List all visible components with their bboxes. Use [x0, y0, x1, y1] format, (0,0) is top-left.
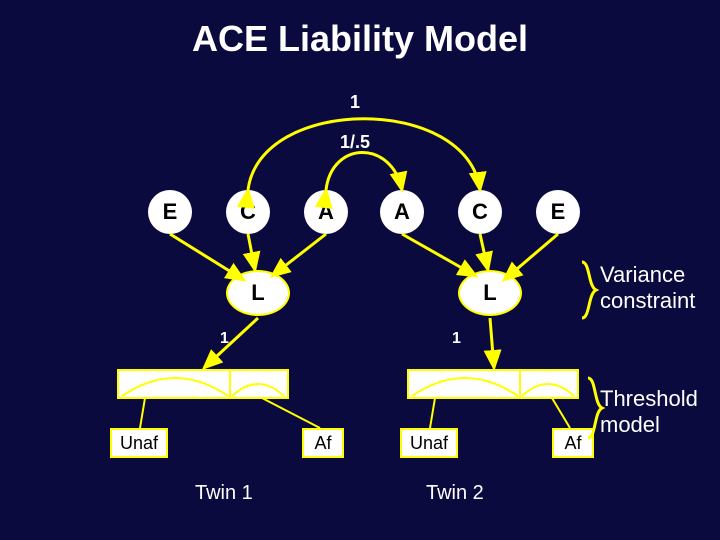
arc-label-outer: 1 [350, 92, 360, 113]
latent-C1: C [226, 190, 270, 234]
obs-unaf2: Unaf [400, 428, 458, 458]
liability-L1: L [226, 270, 290, 316]
threshold-box-right [408, 370, 578, 398]
obs-af2: Af [552, 428, 594, 458]
twin1-label: Twin 1 [195, 482, 253, 505]
threshold-model-label: Threshold model [600, 386, 698, 438]
path-label-1-right: 1 [452, 330, 461, 348]
latent-A2: A [380, 190, 424, 234]
latent-A1: A [304, 190, 348, 234]
latent-C2: C [458, 190, 502, 234]
path-label-1-left: 1 [220, 330, 229, 348]
obs-af1: Af [302, 428, 344, 458]
twin2-label: Twin 2 [426, 482, 484, 505]
latent-E2: E [536, 190, 580, 234]
liability-L2: L [458, 270, 522, 316]
page-title: ACE Liability Model [0, 18, 720, 60]
obs-unaf1: Unaf [110, 428, 168, 458]
arc-label-inner: 1/.5 [340, 132, 370, 153]
variance-constraint-label: Variance constraint [600, 262, 695, 314]
latent-E1: E [148, 190, 192, 234]
threshold-box-left [118, 370, 288, 398]
